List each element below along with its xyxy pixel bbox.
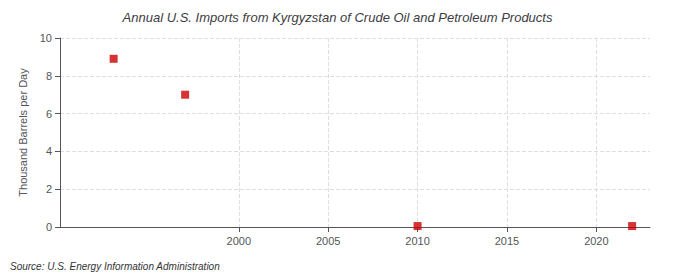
svg-text:2005: 2005 xyxy=(316,235,340,247)
svg-text:Source: U.S. Energy Informatio: Source: U.S. Energy Information Administ… xyxy=(10,261,220,272)
svg-text:2020: 2020 xyxy=(584,235,608,247)
svg-text:8: 8 xyxy=(46,70,52,82)
svg-text:6: 6 xyxy=(46,108,52,120)
svg-text:Annual U.S. Imports from Kyrgy: Annual U.S. Imports from Kyrgyzstan of C… xyxy=(122,10,553,25)
svg-text:2: 2 xyxy=(46,183,52,195)
svg-text:2000: 2000 xyxy=(227,235,251,247)
svg-text:0: 0 xyxy=(46,221,52,233)
svg-text:Thousand Barrels per Day: Thousand Barrels per Day xyxy=(17,68,29,197)
svg-text:10: 10 xyxy=(40,32,52,44)
svg-text:2010: 2010 xyxy=(405,235,429,247)
svg-text:2015: 2015 xyxy=(495,235,519,247)
svg-text:4: 4 xyxy=(46,145,52,157)
